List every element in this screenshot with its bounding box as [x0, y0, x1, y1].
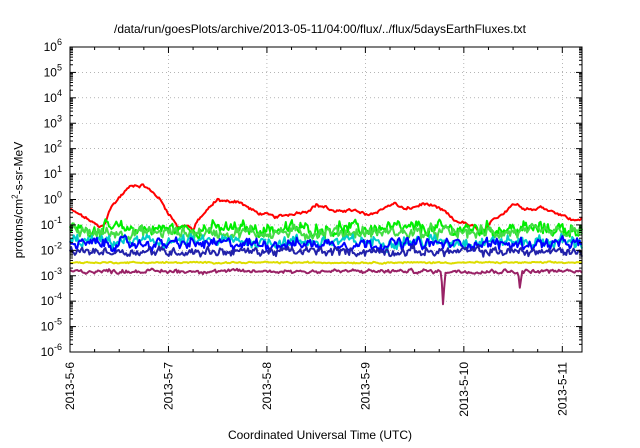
y-tick-label: 10-6	[41, 342, 62, 359]
grid-lines	[69, 47, 582, 352]
x-tick-label: 2013-5-11	[555, 362, 569, 416]
y-axis-label-prefix: protons/cm	[11, 198, 26, 259]
y-axis-label-sup: 2	[10, 194, 20, 199]
y-tick-label: 10-4	[41, 291, 62, 308]
x-axis-ticks: 2013-5-6 2013-5-7 2013-5-8 2013-5-9 2013-5-1…	[63, 47, 569, 417]
series-line	[69, 183, 583, 233]
y-tick-label: 105	[44, 62, 62, 79]
y-axis-label-suffix: -s-sr-MeV	[11, 141, 26, 195]
x-tick-label: 2013-5-9	[358, 362, 372, 410]
y-tick-label: 104	[44, 88, 62, 105]
x-axis-label: Coordinated Universal Time (UTC)	[227, 428, 413, 442]
x-tick-label: 2013-5-6	[63, 362, 77, 410]
y-tick-label: 103	[44, 113, 62, 130]
y-axis-label: protons/cm2-s-sr-MeV	[11, 142, 26, 258]
x-tick-label: 2013-5-8	[260, 362, 274, 410]
series-line	[69, 222, 583, 242]
series-group	[69, 183, 583, 306]
series-line	[69, 267, 583, 306]
y-tick-label: 102	[44, 139, 62, 156]
y-tick-label: 10-2	[41, 240, 62, 257]
series-line	[69, 244, 583, 258]
series-line	[69, 260, 583, 265]
y-tick-label: 10-3	[41, 266, 62, 283]
y-tick-label: 106	[44, 37, 62, 54]
chart-title: /data/run/goesPlots/archive/2013-05-11/0…	[113, 22, 526, 36]
series-line	[69, 218, 583, 241]
y-tick-label: 10-1	[41, 215, 62, 232]
y-tick-label: 10-5	[41, 317, 62, 334]
x-tick-label: 2013-5-7	[161, 362, 175, 410]
x-tick-label: 2013-5-10	[457, 362, 471, 417]
y-axis-ticks: 10-6 10-5 10-4 10-3 10-2 10-1 100 101 102 103 104 1…	[41, 37, 582, 359]
y-tick-label: 100	[44, 190, 62, 207]
series-line	[69, 234, 583, 253]
y-tick-label: 101	[44, 164, 62, 181]
